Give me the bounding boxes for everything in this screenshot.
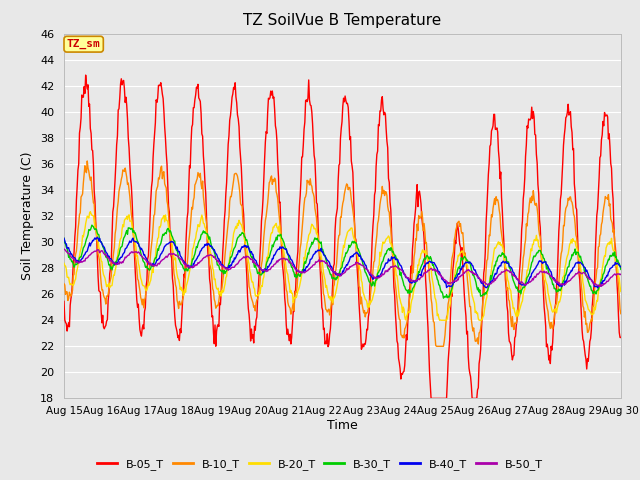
Legend: B-05_T, B-10_T, B-20_T, B-30_T, B-40_T, B-50_T: B-05_T, B-10_T, B-20_T, B-30_T, B-40_T, … xyxy=(93,455,547,474)
Y-axis label: Soil Temperature (C): Soil Temperature (C) xyxy=(22,152,35,280)
X-axis label: Time: Time xyxy=(327,419,358,432)
Text: TZ_sm: TZ_sm xyxy=(67,39,100,49)
Title: TZ SoilVue B Temperature: TZ SoilVue B Temperature xyxy=(243,13,442,28)
